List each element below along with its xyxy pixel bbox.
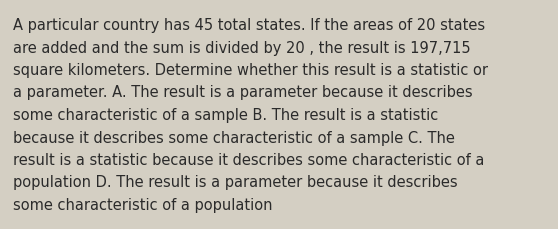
Text: population D. The result is a parameter because it describes: population D. The result is a parameter … [13,175,458,190]
Text: some characteristic of a sample B. The result is a statistic: some characteristic of a sample B. The r… [13,108,438,123]
Text: square kilometers. Determine whether this result is a statistic or: square kilometers. Determine whether thi… [13,63,488,78]
Text: result is a statistic because it describes some characteristic of a: result is a statistic because it describ… [13,152,484,167]
Text: some characteristic of a population: some characteristic of a population [13,197,272,212]
Text: A particular country has 45 total states. If the areas of 20 states: A particular country has 45 total states… [13,18,485,33]
Text: are added and the sum is divided by 20 , the result is 197,715: are added and the sum is divided by 20 ,… [13,40,470,55]
Text: a parameter. A. The result is a parameter because it describes: a parameter. A. The result is a paramete… [13,85,473,100]
Text: because it describes some characteristic of a sample C. The: because it describes some characteristic… [13,130,455,145]
